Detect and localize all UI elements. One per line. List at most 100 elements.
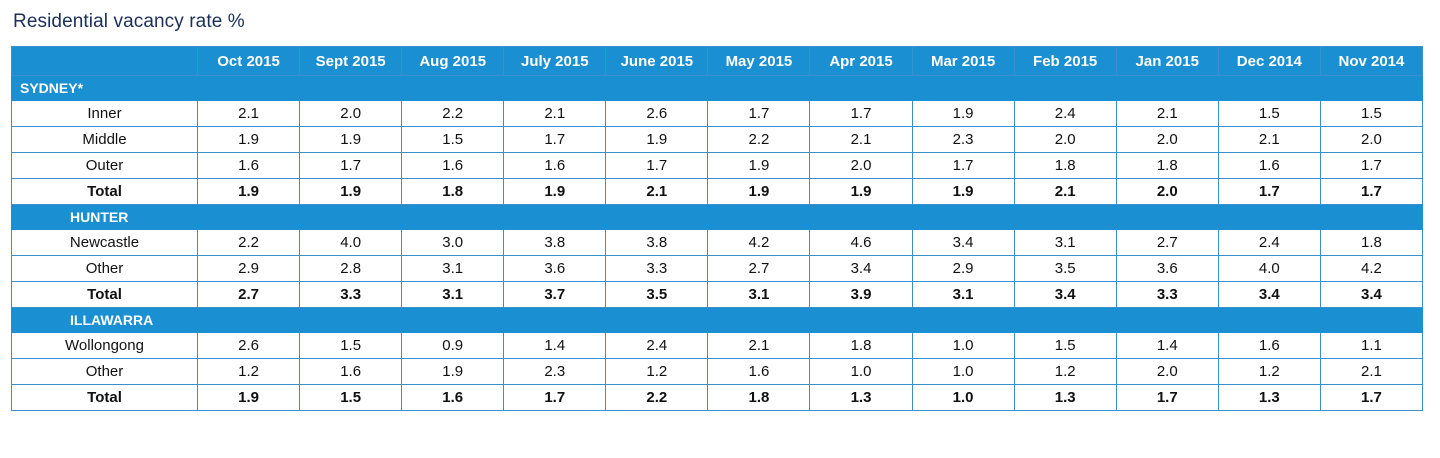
value-cell: 2.1 xyxy=(1115,100,1219,127)
value-cell: 1.8 xyxy=(1115,152,1219,179)
value-cell: 3.7 xyxy=(503,281,607,308)
value-cell: 2.0 xyxy=(1319,126,1424,153)
value-cell: 1.7 xyxy=(1217,178,1321,205)
value-cell: 1.7 xyxy=(503,384,607,411)
value-cell: 1.6 xyxy=(503,152,607,179)
row-label: Inner xyxy=(11,100,198,127)
value-cell: 3.6 xyxy=(1115,255,1219,282)
value-cell: 1.2 xyxy=(1217,358,1321,385)
table-title: Residential vacancy rate % xyxy=(13,11,245,32)
value-cell: 2.3 xyxy=(911,126,1015,153)
section-filler-cell xyxy=(196,75,301,101)
column-header: Oct 2015 xyxy=(196,46,301,76)
value-cell: 3.3 xyxy=(1115,281,1219,308)
value-cell: 1.3 xyxy=(1217,384,1321,411)
value-cell: 3.1 xyxy=(1013,229,1117,256)
value-cell: 1.7 xyxy=(299,152,403,179)
section-header-row: SYDNEY* xyxy=(11,75,1424,101)
column-header: July 2015 xyxy=(503,46,607,76)
value-cell: 1.6 xyxy=(401,152,505,179)
value-cell: 1.2 xyxy=(1013,358,1117,385)
value-cell: 3.3 xyxy=(299,281,403,308)
table-row: Wollongong 2.6 1.5 0.9 1.4 2.4 2.1 1.8 1.0 1.5 1.4… xyxy=(11,332,1424,359)
value-cell: 1.7 xyxy=(1319,178,1424,205)
row-label: Other xyxy=(11,255,198,282)
value-cell: 1.8 xyxy=(707,384,811,411)
value-cell: 2.6 xyxy=(605,100,709,127)
section-filler-cell xyxy=(503,307,607,333)
value-cell: 1.6 xyxy=(707,358,811,385)
value-cell: 2.1 xyxy=(707,332,811,359)
value-cell: 1.9 xyxy=(299,178,403,205)
value-cell: 1.9 xyxy=(605,126,709,153)
value-cell: 2.0 xyxy=(1115,178,1219,205)
row-label: Middle xyxy=(11,126,198,153)
value-cell: 1.3 xyxy=(809,384,913,411)
column-header: Mar 2015 xyxy=(911,46,1015,76)
table-row: Middle 1.9 1.9 1.5 1.7 1.9 2.2 2.1 2.3 2.0 2.0 2.1 2… xyxy=(11,126,1424,153)
value-cell: 2.7 xyxy=(707,255,811,282)
value-cell: 1.6 xyxy=(299,358,403,385)
value-cell: 2.2 xyxy=(605,384,709,411)
value-cell: 3.6 xyxy=(503,255,607,282)
value-cell: 2.1 xyxy=(1217,126,1321,153)
value-cell: 1.4 xyxy=(503,332,607,359)
value-cell: 3.5 xyxy=(1013,255,1117,282)
table-row: Inner 2.1 2.0 2.2 2.1 2.6 1.7 1.7 1.9 2.4 2.1 1.5 1.… xyxy=(11,100,1424,127)
section-filler-cell xyxy=(1217,204,1321,230)
value-cell: 3.4 xyxy=(809,255,913,282)
value-cell: 3.1 xyxy=(401,281,505,308)
section-filler-cell xyxy=(503,204,607,230)
value-cell: 2.1 xyxy=(196,100,301,127)
value-cell: 2.4 xyxy=(1013,100,1117,127)
section-filler-cell xyxy=(809,307,913,333)
table-body: SYDNEY* Inner 2.1 2.0 2.2 2.1 2.6 1.7 1.7 1.9 2.4 2… xyxy=(11,75,1424,411)
value-cell: 1.8 xyxy=(1013,152,1117,179)
value-cell: 2.2 xyxy=(707,126,811,153)
section-filler-cell xyxy=(707,307,811,333)
value-cell: 3.3 xyxy=(605,255,709,282)
value-cell: 2.0 xyxy=(1115,126,1219,153)
row-label: Newcastle xyxy=(11,229,198,256)
table-row: Other 1.2 1.6 1.9 2.3 1.2 1.6 1.0 1.0 1.2 2.0 1.2 2.… xyxy=(11,358,1424,385)
value-cell: 3.0 xyxy=(401,229,505,256)
section-filler-cell xyxy=(1013,204,1117,230)
table-row: Outer 1.6 1.7 1.6 1.6 1.7 1.9 2.0 1.7 1.8 1.8 1.6 1.… xyxy=(11,152,1424,179)
value-cell: 4.0 xyxy=(1217,255,1321,282)
value-cell: 3.9 xyxy=(809,281,913,308)
value-cell: 3.1 xyxy=(707,281,811,308)
value-cell: 1.9 xyxy=(196,384,301,411)
value-cell: 1.9 xyxy=(911,178,1015,205)
value-cell: 2.1 xyxy=(1013,178,1117,205)
section-filler-cell xyxy=(196,307,301,333)
section-filler-cell xyxy=(809,204,913,230)
row-label: Total xyxy=(11,178,198,205)
section-filler-cell xyxy=(1115,307,1219,333)
value-cell: 2.1 xyxy=(605,178,709,205)
value-cell: 1.9 xyxy=(809,178,913,205)
value-cell: 3.1 xyxy=(401,255,505,282)
value-cell: 2.0 xyxy=(1013,126,1117,153)
column-header: Aug 2015 xyxy=(401,46,505,76)
value-cell: 1.9 xyxy=(911,100,1015,127)
section-header-row: HUNTER xyxy=(11,204,1424,230)
value-cell: 1.7 xyxy=(605,152,709,179)
section-filler-cell xyxy=(299,307,403,333)
value-cell: 1.1 xyxy=(1319,332,1424,359)
section-filler-cell xyxy=(503,75,607,101)
value-cell: 2.4 xyxy=(1217,229,1321,256)
value-cell: 1.8 xyxy=(1319,229,1424,256)
value-cell: 1.7 xyxy=(1319,384,1424,411)
value-cell: 0.9 xyxy=(401,332,505,359)
section-filler-cell xyxy=(1013,75,1117,101)
value-cell: 3.8 xyxy=(503,229,607,256)
column-header: Jan 2015 xyxy=(1115,46,1219,76)
value-cell: 1.9 xyxy=(299,126,403,153)
vacancy-table: Oct 2015 Sept 2015 Aug 2015 July 2015 Ju… xyxy=(11,46,1424,411)
value-cell: 1.5 xyxy=(1217,100,1321,127)
value-cell: 1.8 xyxy=(401,178,505,205)
section-filler-cell xyxy=(1115,75,1219,101)
section-label: ILLAWARRA xyxy=(11,307,198,333)
section-filler-cell xyxy=(401,307,505,333)
value-cell: 1.6 xyxy=(1217,152,1321,179)
